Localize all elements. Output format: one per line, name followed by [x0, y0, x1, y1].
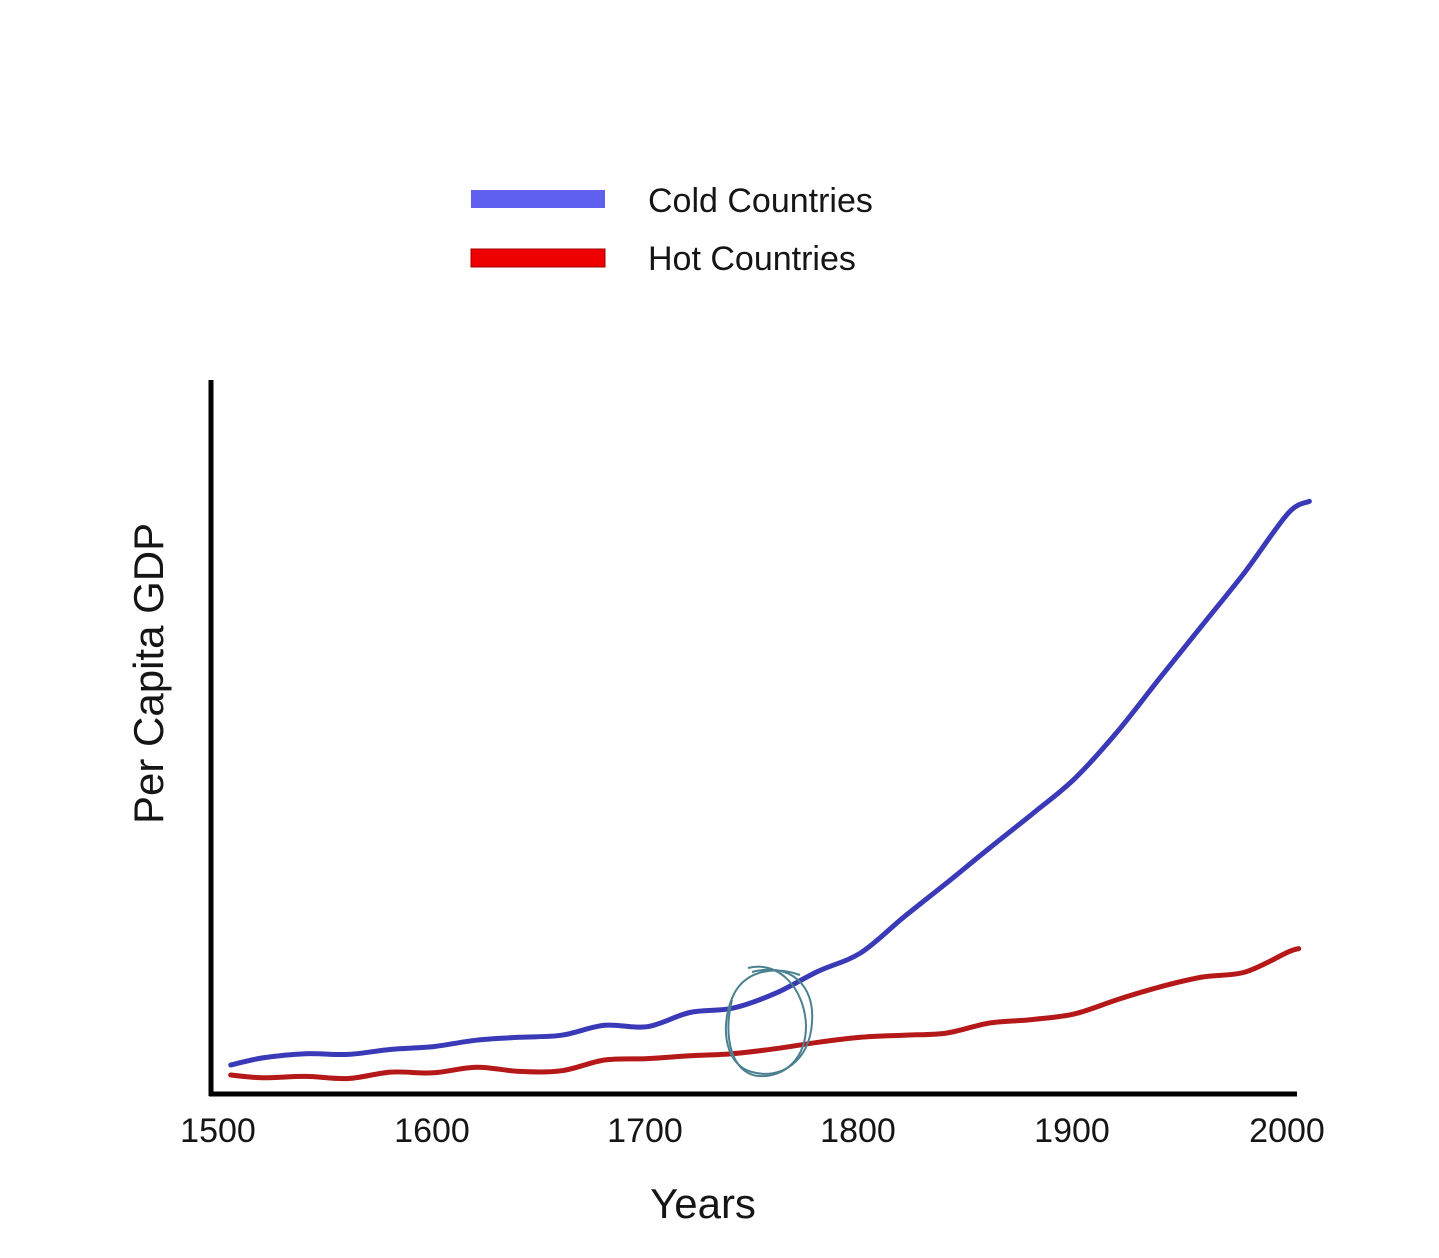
- series-line-hot-countries: [228, 946, 1302, 1082]
- legend-label-hot: Hot Countries: [648, 240, 856, 278]
- series-line-cold-countries: [228, 498, 1312, 1068]
- legend-item-hot: Hot Countries: [470, 240, 856, 278]
- x-tick-1600: 1600: [394, 1112, 470, 1150]
- y-axis-title: Per Capita GDP: [125, 523, 172, 824]
- x-tick-1700: 1700: [607, 1112, 683, 1150]
- x-tick-2000: 2000: [1249, 1112, 1325, 1150]
- legend-swatch-hot: [470, 248, 606, 268]
- x-axis-title: Years: [650, 1180, 756, 1227]
- x-tick-labels: 1500 1600 1700 1800 1900 2000: [180, 1112, 1325, 1150]
- legend: Cold Countries Hot Countries: [470, 182, 873, 278]
- legend-swatch-cold: [471, 190, 605, 208]
- x-tick-1800: 1800: [820, 1112, 896, 1150]
- x-tick-1500: 1500: [180, 1112, 256, 1150]
- legend-label-cold: Cold Countries: [648, 182, 873, 220]
- annotation-circle: [724, 965, 814, 1078]
- x-tick-1900: 1900: [1034, 1112, 1110, 1150]
- legend-item-cold: Cold Countries: [471, 182, 873, 220]
